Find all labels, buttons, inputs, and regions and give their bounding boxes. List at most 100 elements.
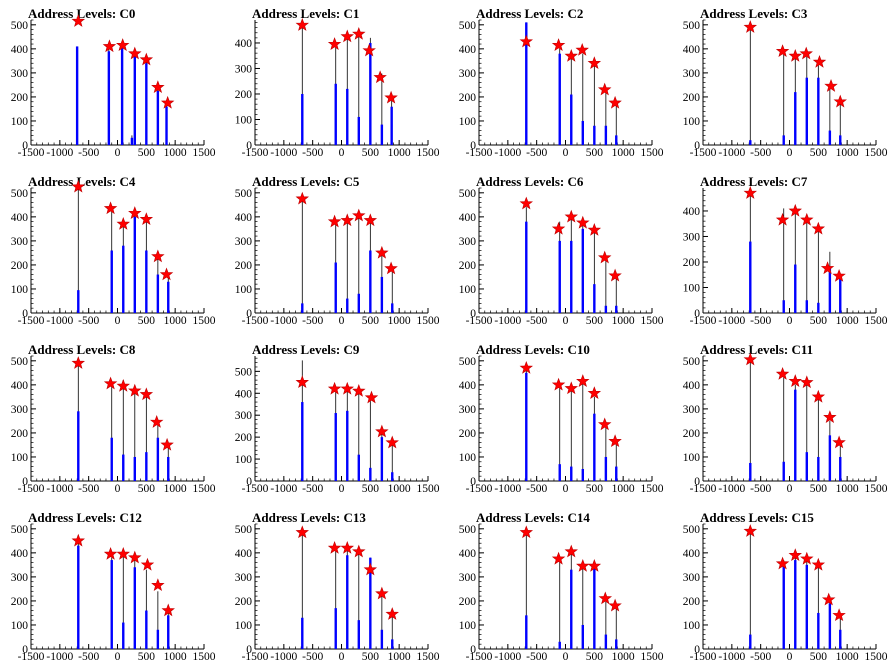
peak-marker: [327, 381, 342, 395]
bar: [357, 293, 360, 313]
chart-plot: 0 100 200 300 400 500 -1500 -1000 -500 0 500 1000 15…: [683, 523, 888, 663]
x-tick-label: -1000: [270, 483, 297, 495]
y-tick-label: 500: [459, 356, 477, 368]
y-tick-label: 500: [683, 20, 701, 32]
peak-marker: [608, 268, 622, 282]
x-tick-label: -1000: [46, 651, 73, 663]
x-tick-label: 1000: [164, 651, 187, 663]
chart-title: Address Levels: C8: [28, 342, 136, 357]
bar: [839, 456, 842, 481]
bar: [558, 240, 561, 313]
bar: [749, 634, 752, 649]
x-tick-label: -1500: [466, 483, 493, 495]
x-tick-label: 0: [339, 315, 345, 327]
peak-marker: [115, 38, 130, 51]
bar: [369, 467, 372, 481]
peak-marker: [362, 43, 376, 57]
y-tick-label: 400: [683, 44, 701, 56]
x-tick-label: -1500: [18, 315, 45, 327]
y-tick-label: 500: [683, 356, 701, 368]
x-tick-label: 1000: [836, 483, 859, 495]
x-tick-label: 0: [339, 483, 345, 495]
bar: [570, 240, 573, 313]
y-tick-label: 500: [683, 524, 701, 536]
bar: [165, 106, 168, 145]
bar: [334, 413, 337, 481]
y-tick-label: 200: [683, 428, 701, 440]
bar: [122, 454, 125, 481]
x-tick-label: -1500: [18, 147, 45, 159]
peak-marker: [564, 209, 578, 223]
bar: [301, 93, 304, 145]
chart-title: Address Levels: C7: [700, 174, 808, 189]
bar: [167, 456, 170, 481]
peak-marker: [743, 352, 757, 366]
peak-marker: [587, 223, 602, 236]
y-tick-label: 500: [235, 366, 253, 378]
y-tick-label: 100: [683, 116, 701, 128]
bar: [130, 137, 134, 145]
peak-marker: [295, 191, 309, 205]
bar: [581, 624, 584, 649]
peak-marker: [363, 562, 378, 576]
peak-marker: [340, 213, 354, 227]
bar: [346, 88, 349, 145]
peak-marker: [116, 546, 130, 560]
bar: [817, 612, 820, 649]
y-tick-label: 300: [235, 572, 253, 584]
peak-marker: [128, 206, 142, 219]
bar: [525, 615, 528, 649]
bar: [334, 83, 337, 145]
bar: [133, 567, 136, 649]
bar: [604, 456, 608, 481]
x-tick-label: 1500: [417, 315, 440, 327]
x-tick-label: -1500: [242, 483, 269, 495]
bar: [615, 466, 618, 481]
chart-title: Address Levels: C1: [252, 6, 360, 21]
bar: [369, 42, 372, 145]
x-tick-label: 0: [787, 651, 793, 663]
peak-marker: [71, 533, 85, 547]
y-tick-label: 100: [235, 114, 253, 126]
peak-marker: [743, 186, 757, 199]
x-tick-label: 0: [115, 147, 121, 159]
y-tick-label: 200: [459, 92, 477, 104]
y-tick-label: 300: [459, 404, 477, 416]
bar: [77, 411, 80, 481]
y-tick-label: 400: [683, 206, 701, 218]
chart-panel: Address Levels: C2 0 100 200 300 400 500 -1500-…: [448, 0, 672, 168]
x-tick-label: -1000: [718, 147, 745, 159]
y-tick-label: 500: [235, 188, 253, 200]
bar: [145, 250, 148, 313]
x-tick-label: 0: [339, 147, 345, 159]
bar: [782, 461, 785, 481]
x-tick-label: 500: [362, 147, 380, 159]
x-tick-label: 0: [787, 147, 793, 159]
bar: [133, 54, 136, 145]
bar: [145, 452, 148, 481]
y-tick-label: 200: [235, 596, 253, 608]
peak-marker: [161, 603, 175, 617]
y-tick-label: 100: [683, 452, 701, 464]
y-tick-label: 100: [11, 452, 29, 464]
bar: [593, 284, 596, 313]
x-tick-label: 1500: [865, 147, 888, 159]
peak-marker: [295, 525, 309, 539]
x-tick-label: -1500: [466, 147, 493, 159]
x-tick-label: -1500: [690, 147, 717, 159]
chart-title: Address Levels: C15: [700, 510, 814, 525]
y-tick-label: 300: [11, 404, 29, 416]
bar: [805, 452, 808, 481]
bar: [380, 124, 384, 145]
peak-marker: [373, 70, 387, 84]
bar: [593, 567, 596, 649]
y-tick-label: 0: [22, 308, 28, 320]
peak-marker: [327, 214, 342, 228]
y-tick-label: 400: [235, 38, 253, 50]
y-tick-label: 200: [235, 432, 253, 444]
bar: [805, 564, 808, 649]
y-tick-label: 300: [459, 68, 477, 80]
bar: [145, 63, 148, 146]
y-tick-label: 500: [11, 188, 29, 200]
x-tick-label: 1500: [641, 147, 664, 159]
